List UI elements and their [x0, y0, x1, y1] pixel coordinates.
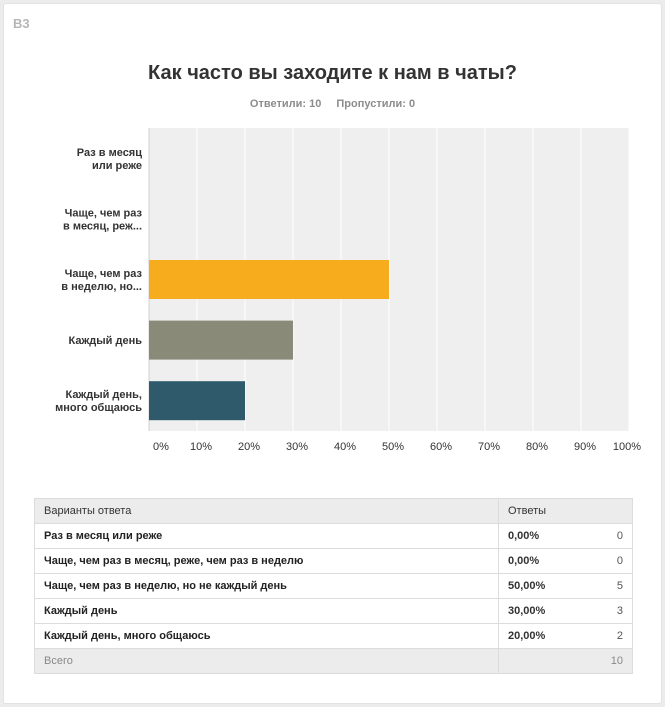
table-row: Каждый день 30,00% 3 — [34, 598, 633, 624]
x-tick-label: 20% — [238, 441, 260, 453]
table-row: Каждый день, много общаюсь 20,00% 2 — [34, 623, 633, 649]
x-tick-label: 80% — [526, 441, 548, 453]
x-tick-label: 70% — [478, 441, 500, 453]
row-percent: 0,00% — [498, 548, 563, 574]
y-category-label-line: в месяц, реж... — [63, 220, 142, 232]
row-choice: Раз в месяц или реже — [34, 523, 499, 549]
bar — [149, 381, 245, 421]
row-percent: 50,00% — [498, 573, 563, 599]
y-category-label-line: в неделю, но... — [61, 281, 142, 293]
y-category-label-line: или реже — [92, 160, 142, 172]
question-title: Как часто вы заходите к нам в чаты? — [148, 62, 517, 84]
row-choice: Каждый день, много общаюсь — [34, 623, 499, 649]
row-percent: 0,00% — [498, 523, 563, 549]
x-tick-label: 90% — [574, 441, 596, 453]
total-label: Всего — [34, 648, 499, 674]
answered-count: Ответили: 10 — [249, 98, 322, 110]
bar — [149, 260, 389, 299]
header-choices: Варианты ответа — [34, 498, 499, 524]
question-card: В3 Как часто вы заходите к нам в чаты? О… — [3, 3, 662, 704]
total-count: 10 — [562, 648, 633, 674]
bar-chart: 0% 10% 20% 30% 40% 50% 60% 70% 80% 90% 100% Раз в м… — [55, 128, 641, 453]
y-category-label-line: Раз в месяц — [77, 147, 142, 159]
x-tick-label: 10% — [190, 441, 212, 453]
row-choice: Каждый день — [34, 598, 499, 624]
row-choice: Чаще, чем раз в месяц, реже, чем раз в н… — [34, 548, 499, 574]
table-row: Раз в месяц или реже 0,00% 0 — [34, 523, 633, 549]
y-category-label: Раз в месяц или реже — [77, 147, 142, 172]
results-table: Варианты ответа Ответы Раз в месяц или р… — [34, 498, 633, 674]
y-category-label: Каждый день — [69, 335, 143, 347]
y-category-label-line: Чаще, чем раз — [65, 268, 143, 280]
skipped-count: Пропустили: 0 — [336, 98, 416, 110]
row-count: 0 — [562, 548, 633, 574]
y-category-label: Каждый день, много общаюсь — [55, 389, 142, 414]
table-header-row: Варианты ответа Ответы — [34, 498, 633, 524]
table-row: Чаще, чем раз в месяц, реже, чем раз в н… — [34, 548, 633, 574]
row-count: 5 — [562, 573, 633, 599]
y-category-label: Чаще, чем раз в месяц, реж... — [63, 207, 143, 232]
row-percent: 30,00% — [498, 598, 563, 624]
x-tick-label: 50% — [382, 441, 404, 453]
x-tick-label: 60% — [430, 441, 452, 453]
y-category-label-line: Каждый день — [69, 335, 143, 347]
bar — [149, 320, 293, 360]
y-category-label-line: Каждый день, — [65, 389, 142, 401]
y-category-label: Чаще, чем раз в неделю, но... — [61, 268, 142, 293]
question-number: В3 — [13, 16, 30, 31]
row-percent: 20,00% — [498, 623, 563, 649]
y-category-label-line: Чаще, чем раз — [65, 207, 143, 219]
x-tick-label: 100% — [613, 441, 641, 453]
row-count: 2 — [562, 623, 633, 649]
x-tick-label: 30% — [286, 441, 308, 453]
x-tick-label: 0% — [153, 441, 169, 453]
x-tick-label: 40% — [334, 441, 356, 453]
row-count: 0 — [562, 523, 633, 549]
total-spacer — [498, 648, 563, 674]
table-row: Чаще, чем раз в неделю, но не каждый ден… — [34, 573, 633, 599]
row-count: 3 — [562, 598, 633, 624]
y-category-label-line: много общаюсь — [55, 402, 142, 414]
row-choice: Чаще, чем раз в неделю, но не каждый ден… — [34, 573, 499, 599]
response-stats: Ответили: 10 Пропустили: 0 — [4, 98, 661, 110]
header-responses: Ответы — [498, 498, 633, 524]
total-row: Всего 10 — [34, 648, 633, 674]
